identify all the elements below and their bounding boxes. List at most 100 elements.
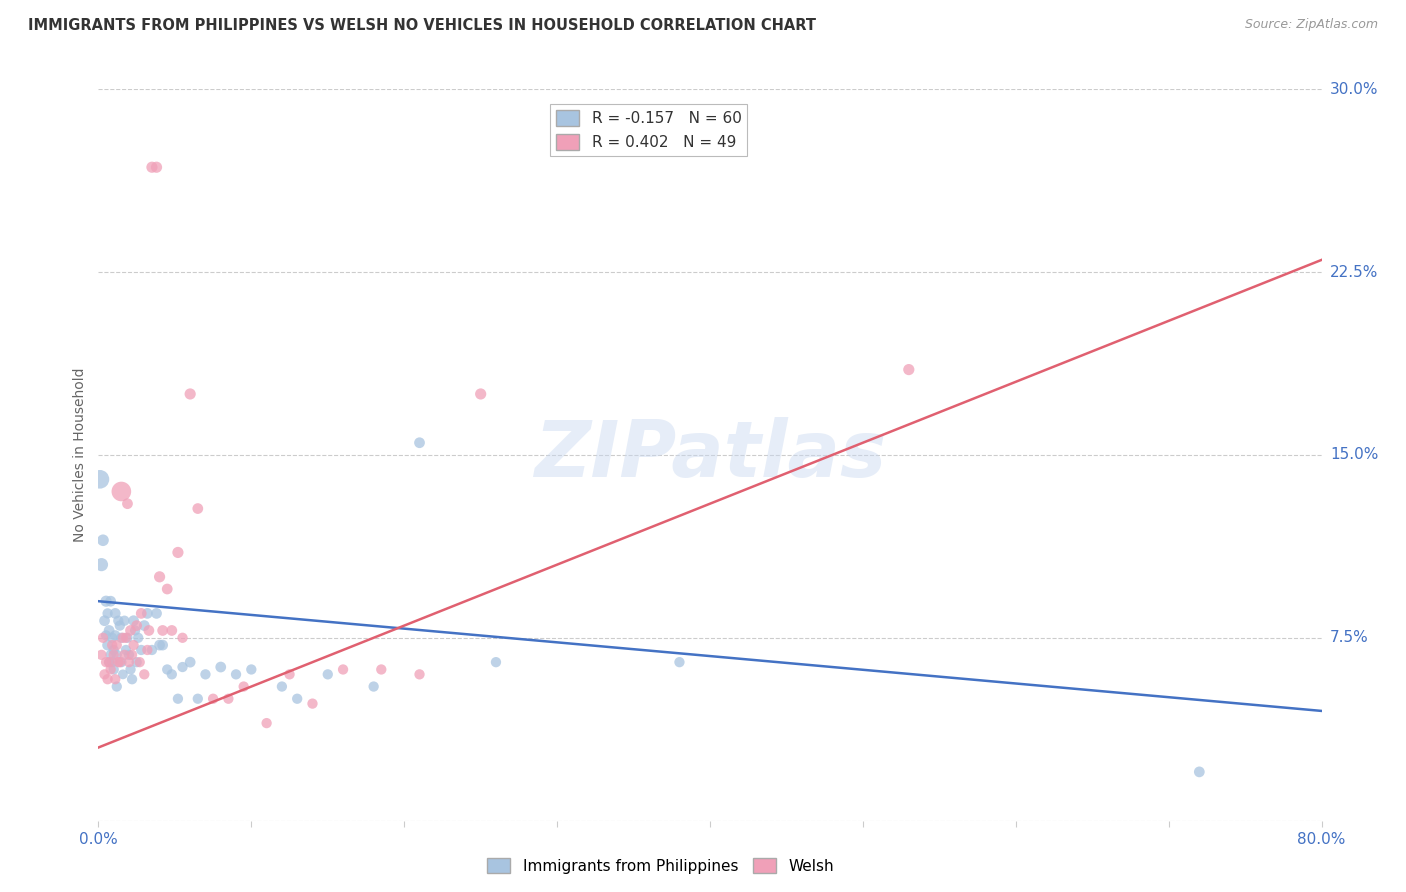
Point [160, 624, 183, 638]
Point [108, 655, 131, 669]
Point [103, 643, 125, 657]
Point [332, 663, 354, 677]
Point [194, 667, 217, 681]
Point [110, 484, 132, 499]
Point [129, 643, 152, 657]
Point [160, 667, 183, 681]
Point [125, 655, 148, 669]
Point [167, 545, 190, 559]
Point [108, 618, 131, 632]
Point [110, 655, 132, 669]
Point [107, 614, 129, 628]
Point [98, 624, 121, 638]
Point [316, 667, 339, 681]
Point [103, 648, 125, 662]
Point [217, 691, 239, 706]
Point [470, 387, 492, 401]
Point [97, 672, 120, 686]
Point [112, 648, 135, 662]
Point [668, 655, 690, 669]
Point [127, 631, 149, 645]
Point [120, 663, 142, 677]
Point [107, 655, 129, 669]
Point [408, 667, 430, 681]
Text: 30.0%: 30.0% [1330, 82, 1378, 96]
Point [156, 663, 179, 677]
Point [111, 631, 134, 645]
Point [93, 614, 115, 628]
Text: 7.5%: 7.5% [1330, 631, 1368, 645]
Point [152, 638, 174, 652]
Point [156, 582, 179, 596]
Point [100, 663, 122, 677]
Point [129, 607, 152, 621]
Point [91, 533, 114, 548]
Point [270, 680, 292, 694]
Point [100, 594, 122, 608]
Point [105, 648, 128, 662]
Point [94, 594, 117, 608]
Point [149, 638, 172, 652]
Point [136, 607, 159, 621]
Point [124, 624, 146, 638]
Point [117, 497, 139, 511]
Point [172, 631, 194, 645]
Point [134, 667, 156, 681]
Point [105, 638, 128, 652]
Point [145, 607, 167, 621]
Legend: R = -0.157   N = 60, R = 0.402   N = 49: R = -0.157 N = 60, R = 0.402 N = 49 [550, 104, 748, 156]
Text: IMMIGRANTS FROM PHILIPPINES VS WELSH NO VEHICLES IN HOUSEHOLD CORRELATION CHART: IMMIGRANTS FROM PHILIPPINES VS WELSH NO … [28, 18, 815, 33]
Point [91, 631, 114, 645]
Point [118, 655, 141, 669]
Point [120, 624, 142, 638]
Point [138, 624, 160, 638]
Point [225, 667, 247, 681]
Legend: Immigrants from Philippines, Welsh: Immigrants from Philippines, Welsh [481, 852, 841, 880]
Point [897, 362, 920, 376]
Point [94, 628, 117, 642]
Point [117, 631, 139, 645]
Point [104, 672, 127, 686]
Point [90, 648, 112, 662]
Point [152, 624, 174, 638]
Point [167, 691, 190, 706]
Point [202, 691, 225, 706]
Point [285, 691, 308, 706]
Point [98, 655, 121, 669]
Point [136, 643, 159, 657]
Point [278, 667, 301, 681]
Point [101, 655, 124, 669]
Text: ZIPatlas: ZIPatlas [534, 417, 886, 493]
Text: 15.0%: 15.0% [1330, 448, 1378, 462]
Point [118, 648, 141, 662]
Point [301, 697, 323, 711]
Point [89, 472, 111, 486]
Y-axis label: No Vehicles in Household: No Vehicles in Household [73, 368, 87, 542]
Point [93, 667, 115, 681]
Point [112, 614, 135, 628]
Point [141, 643, 163, 657]
Point [122, 638, 145, 652]
Point [110, 631, 132, 645]
Point [97, 638, 120, 652]
Point [104, 607, 127, 621]
Point [134, 618, 156, 632]
Text: Source: ZipAtlas.com: Source: ZipAtlas.com [1244, 18, 1378, 31]
Point [485, 655, 508, 669]
Point [370, 663, 392, 677]
Point [100, 648, 122, 662]
Point [232, 680, 254, 694]
Point [128, 655, 150, 669]
Point [179, 387, 201, 401]
Point [104, 628, 127, 642]
Point [94, 655, 117, 669]
Point [97, 607, 120, 621]
Point [141, 160, 163, 174]
Point [111, 667, 134, 681]
Point [209, 660, 232, 674]
Point [121, 648, 143, 662]
Point [105, 680, 128, 694]
Point [103, 663, 125, 677]
Point [1188, 764, 1211, 779]
Point [145, 160, 167, 174]
